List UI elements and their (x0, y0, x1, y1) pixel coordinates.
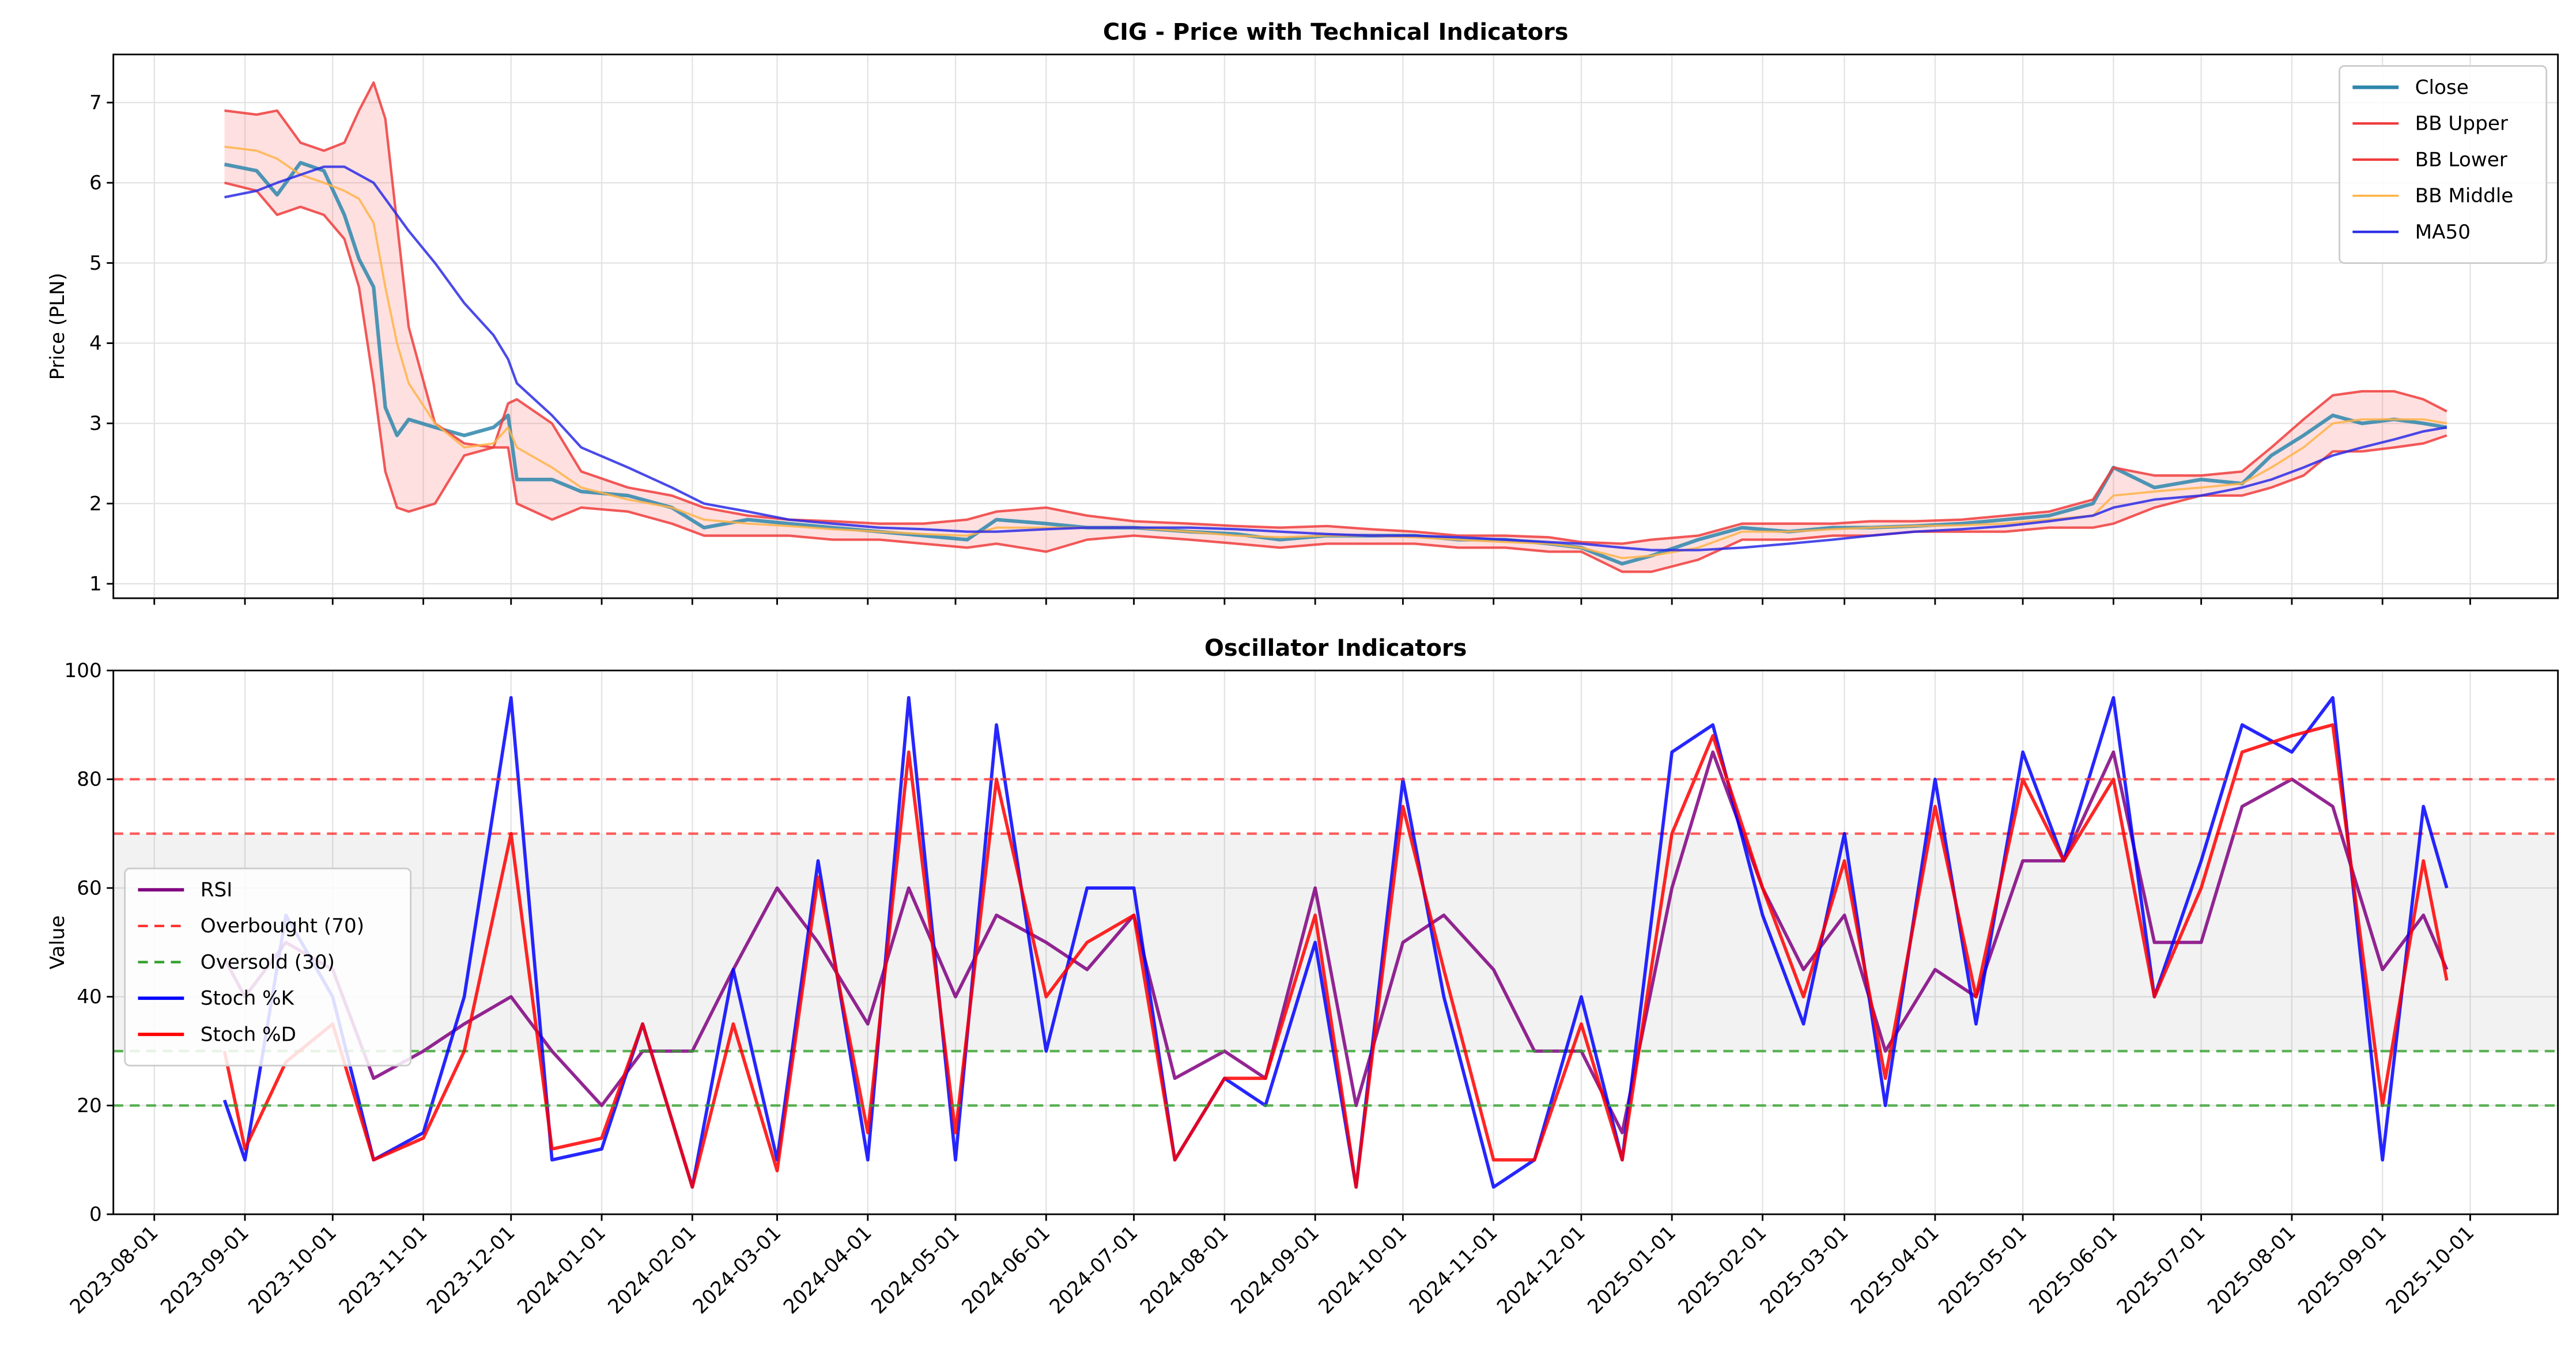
y-tick-label: 60 (77, 876, 102, 900)
legend-box (2339, 65, 2548, 264)
y-tick-label: 100 (64, 659, 101, 682)
y-tick-label: 4 (89, 332, 102, 355)
y-tick-label: 1 (89, 572, 102, 595)
y-axis-label: Price (PLN) (46, 273, 69, 380)
y-tick-label: 6 (89, 172, 102, 195)
chart-title: CIG - Price with Technical Indicators (1103, 19, 1569, 46)
series-line (224, 165, 2447, 551)
plot-content (224, 81, 2447, 573)
y-tick-label: 20 (77, 1094, 102, 1117)
plot-area (113, 54, 2558, 599)
legend-label: BB Upper (2415, 112, 2509, 135)
series-line (224, 145, 2447, 560)
axes-frame (112, 670, 2559, 1215)
y-tick-label: 5 (89, 252, 102, 275)
axes-frame (112, 54, 2559, 599)
series-line (223, 750, 2449, 1135)
neutral-zone (113, 833, 2558, 1052)
chart-title: Oscillator Indicators (1204, 635, 1467, 662)
legend-label: Stoch %K (201, 987, 295, 1010)
series-line (224, 182, 2447, 573)
plot-content (113, 696, 2558, 1189)
y-tick-label: 40 (77, 985, 102, 1008)
legend-label: BB Lower (2415, 148, 2508, 171)
legend-label: RSI (201, 879, 233, 902)
plot-area (113, 670, 2558, 1215)
y-tick-label: 80 (77, 768, 102, 791)
legend-label: BB Middle (2415, 184, 2514, 207)
legend-label: Close (2415, 76, 2469, 99)
legend-box (124, 867, 412, 1067)
y-tick-label: 3 (89, 412, 102, 435)
legend-label: Oversold (30) (201, 951, 335, 974)
legend-label: Overbought (70) (201, 915, 364, 938)
y-tick-label: 7 (89, 91, 102, 114)
series-line (224, 81, 2447, 545)
y-tick-label: 0 (89, 1203, 102, 1226)
series-line (222, 723, 2449, 1189)
legend-label: MA50 (2415, 221, 2471, 244)
y-axis-label: Value (46, 915, 69, 969)
legend-label: Stoch %D (201, 1023, 296, 1046)
y-tick-label: 2 (89, 492, 102, 515)
